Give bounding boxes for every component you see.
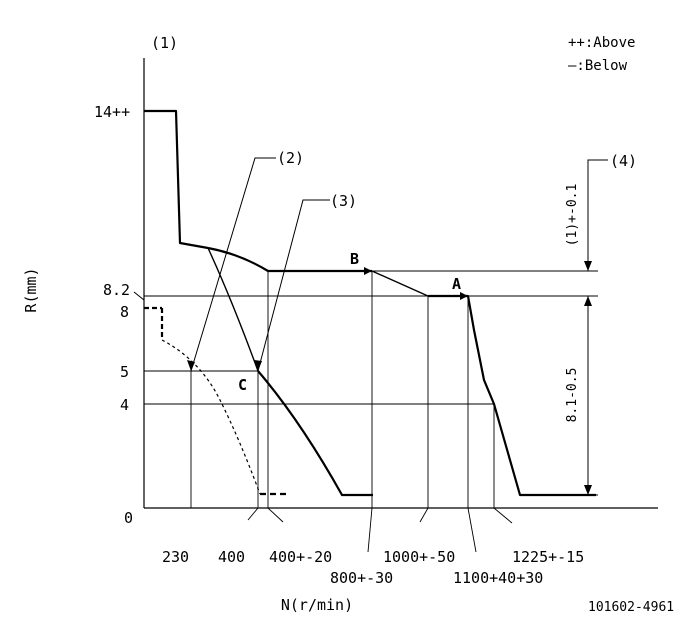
ref-1-label: (1) <box>151 34 178 52</box>
y-tick-8-2-mark <box>133 291 145 301</box>
point-a-label: A <box>452 275 461 293</box>
x-tick-1225-pm-15: 1225+-15 <box>512 548 584 566</box>
point-c-label: C <box>238 376 247 394</box>
x-tick-1000-pm-50: 1000+-50 <box>383 548 455 566</box>
legend-below: —:Below <box>568 58 628 74</box>
ref-3-label: (3) <box>330 192 357 210</box>
callout-2-leader <box>187 157 276 372</box>
ref-2-label: (2) <box>277 149 304 167</box>
dashed-curve <box>144 306 290 496</box>
y-tick-4: 4 <box>120 396 129 414</box>
y-tick-8-2: 8.2 <box>103 281 130 299</box>
x-tick-400-pm-20: 400+-20 <box>269 548 332 566</box>
thin-curves <box>207 247 429 372</box>
x-tick-230: 230 <box>162 548 189 566</box>
callout-4-leader <box>587 159 608 258</box>
horizontal-guides <box>144 270 598 496</box>
y-tick-5: 5 <box>120 363 129 381</box>
dim-lower-label: 8.1-0.5 <box>565 368 580 423</box>
point-b-label: B <box>350 250 359 268</box>
axes <box>143 58 658 509</box>
vertical-guides <box>190 271 495 508</box>
dimension-arrows <box>584 258 592 495</box>
x-tick-400: 400 <box>218 548 245 566</box>
point-markers <box>364 267 468 300</box>
figure-id: 101602-4961 <box>588 600 674 615</box>
lower-curve <box>257 370 373 497</box>
y-tick-0: 0 <box>124 509 133 527</box>
x-axis-label: N(r/min) <box>281 596 353 614</box>
y-tick-14: 14++ <box>94 103 130 121</box>
y-axis-label: R(mm) <box>22 267 40 312</box>
legend-above: ++:Above <box>568 35 635 51</box>
dim-upper-label: (1)+-0.1 <box>565 184 580 247</box>
callout-3-leader <box>254 199 330 372</box>
ref-4-label: (4) <box>610 152 637 170</box>
x-tick-1100: 1100+40+30 <box>453 569 543 587</box>
tick-leaders <box>247 507 513 553</box>
x-tick-800-pm-30: 800+-30 <box>330 569 393 587</box>
y-tick-8: 8 <box>120 303 129 321</box>
